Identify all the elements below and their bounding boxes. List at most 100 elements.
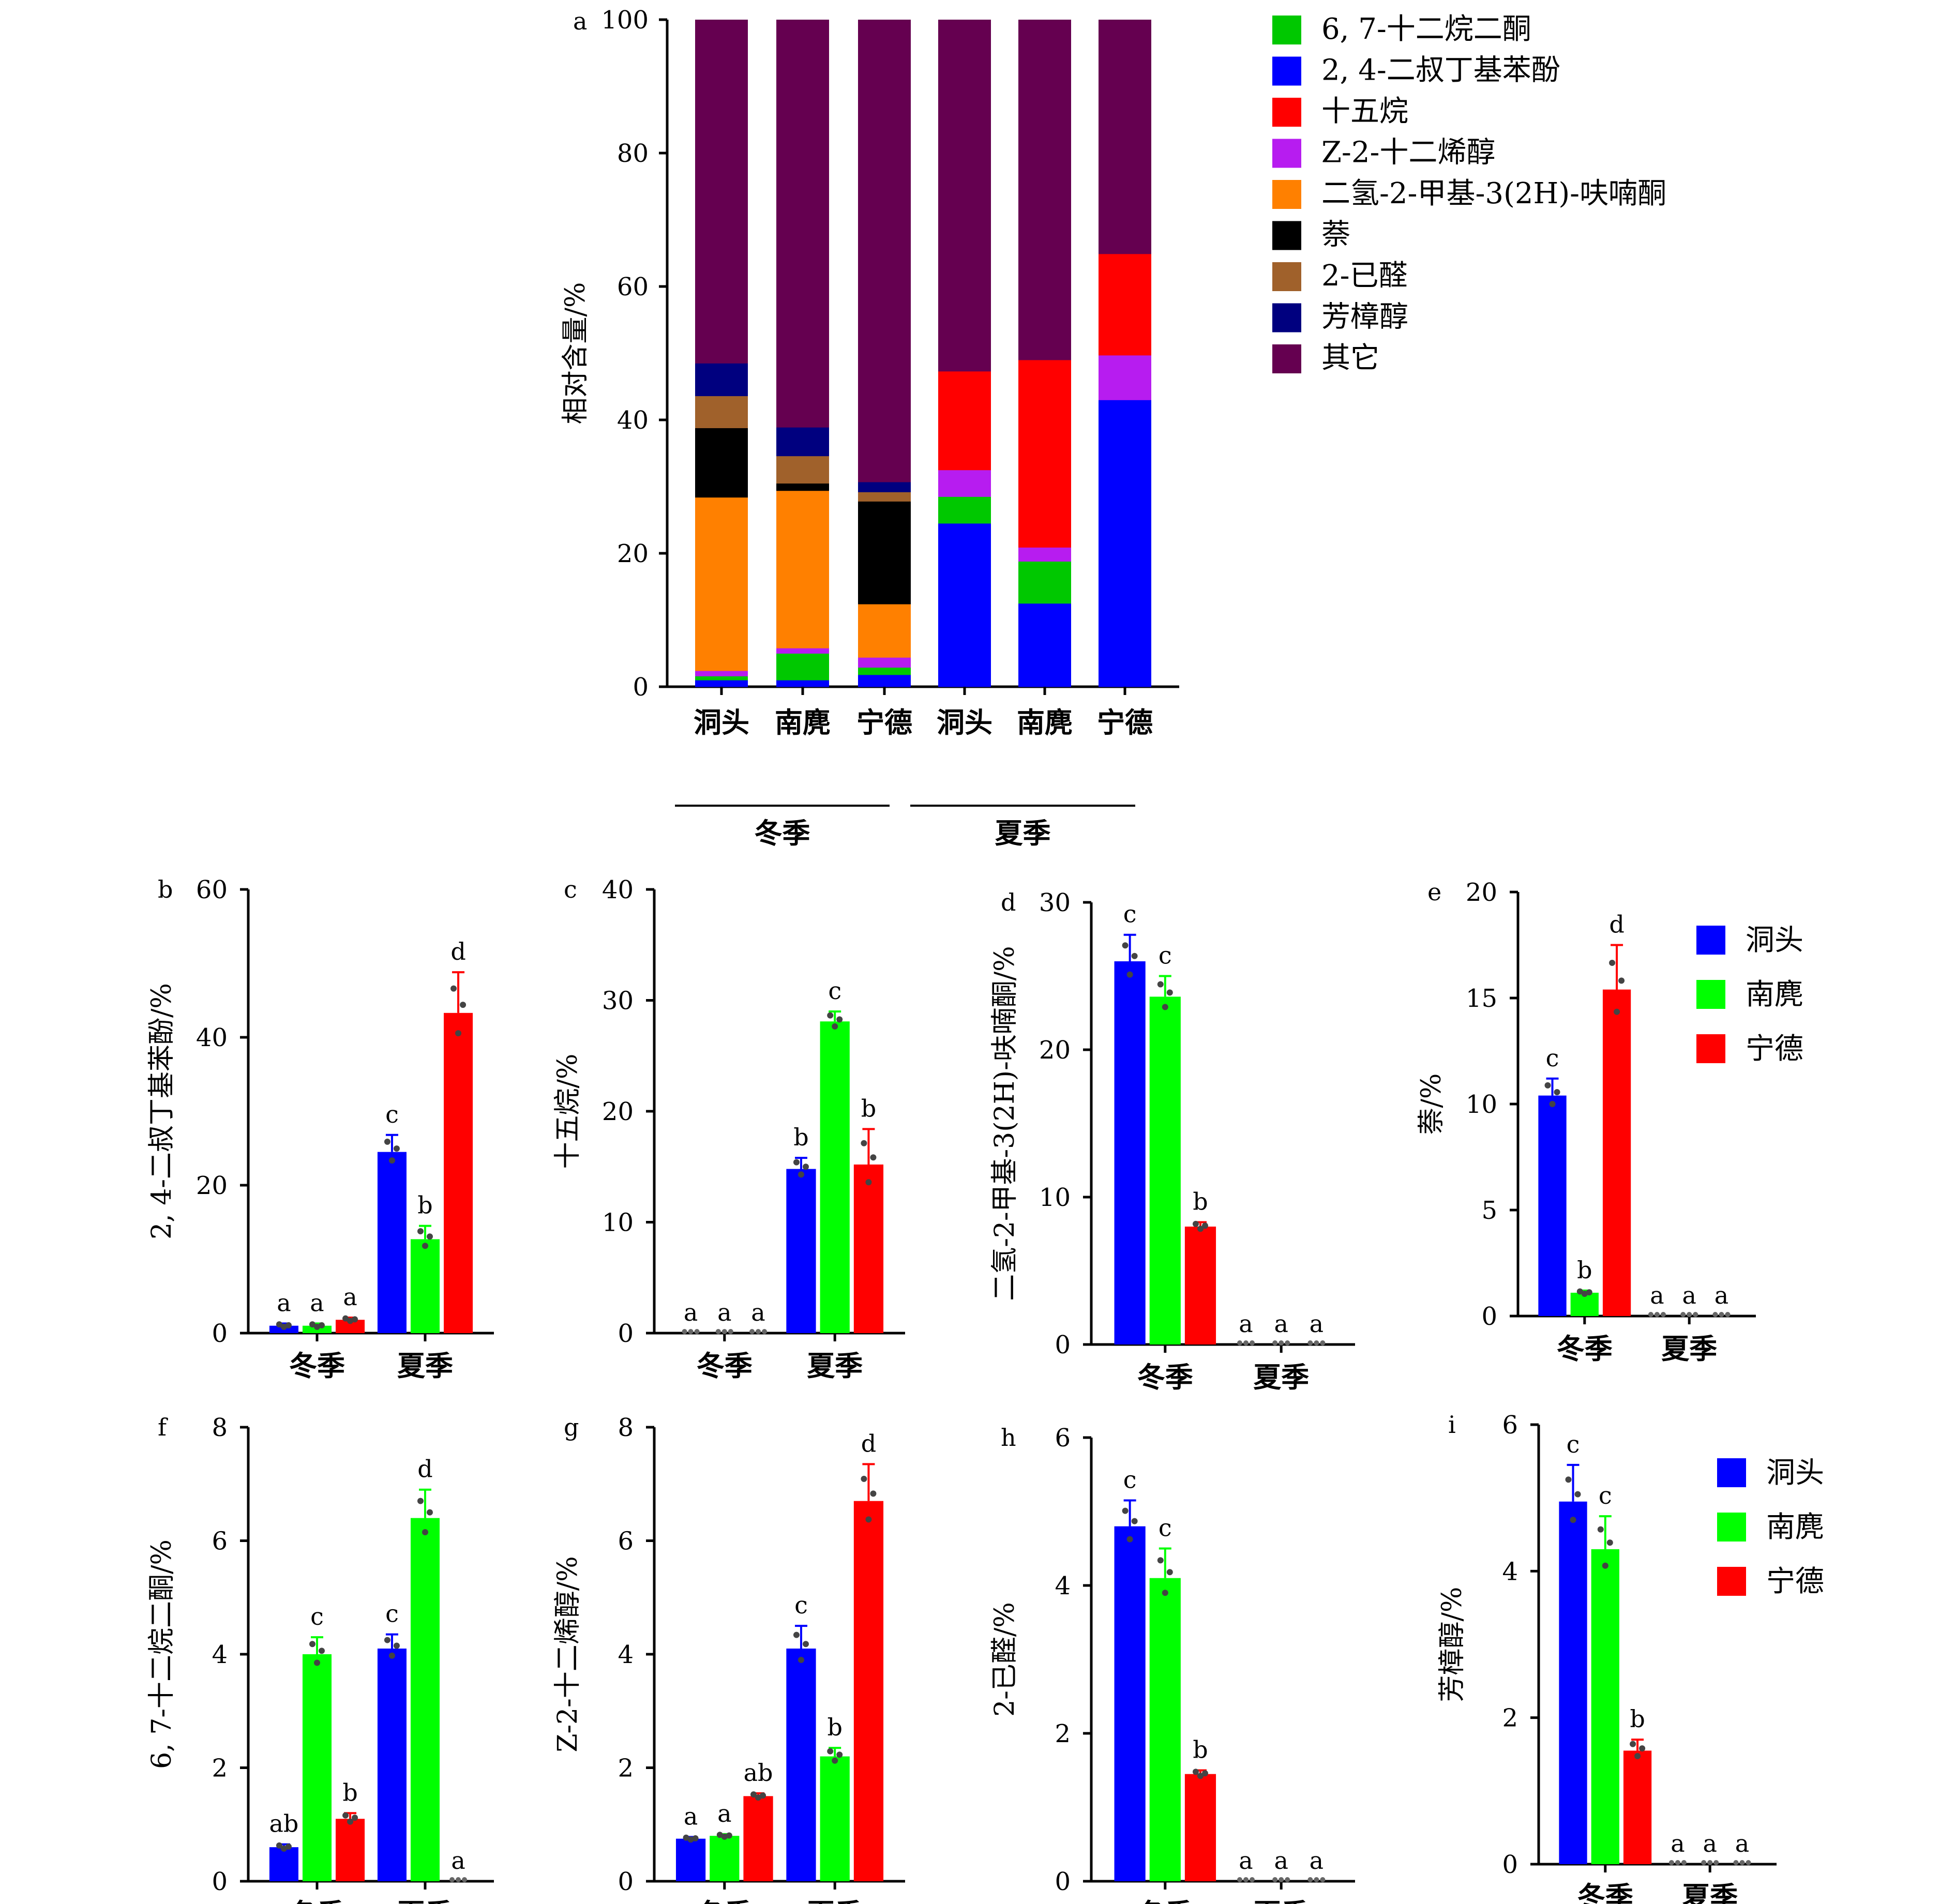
replicate-point [417,1228,424,1234]
significance-letter: a [1239,1310,1253,1338]
replicate-point [1574,1491,1581,1498]
y-axis-title: 2, 4-二叔丁基苯酚/% [146,983,177,1240]
panel-f: 0 2 4 6 8 f 6, 7-十二烷二酮/% 冬季 夏季 ab c c d b a [146,1413,494,1904]
stacked-bar-segment [776,490,829,648]
stacked-bar-segment [695,671,748,676]
legend-label: 洞头 [1746,924,1803,957]
replicate-point [1250,1340,1255,1346]
replicate-point [1654,1312,1660,1317]
replicate-point [1549,1101,1556,1107]
bar [743,1796,773,1881]
x-tick-label: 冬季 [289,1349,345,1382]
y-tick-label: 0 [618,1319,634,1348]
significance-letter: d [417,1455,432,1483]
y-axis-title: 二氢-2-甲基-3(2H)-呋喃酮/% [989,946,1020,1301]
replicate-point [285,1322,292,1328]
replicate-point [347,1818,354,1825]
panel-label: i [1448,1411,1456,1439]
replicate-point [715,1329,721,1334]
panel-label: f [158,1413,168,1441]
replicate-point [798,1171,804,1178]
bar [1602,989,1631,1316]
y-tick-label: 60 [196,875,228,904]
panel-h: 0 2 4 6 h 2-已醛/% 冬季 夏季 c a c a b a [989,1424,1355,1904]
replicate-point [1162,1590,1168,1596]
replicate-point [1122,942,1129,949]
replicate-point [1243,1877,1249,1882]
significance-letter: c [794,1591,808,1619]
legend-label: 十五烷 [1321,95,1408,128]
replicate-point [1285,1340,1290,1346]
significance-letter: a [1735,1830,1749,1857]
panel-label: g [564,1413,579,1441]
replicate-point [314,1659,320,1666]
y-tick-label: 40 [196,1023,228,1052]
x-tick-label: 南麂 [1017,706,1073,739]
replicate-point [1614,1008,1620,1015]
replicate-point [750,1791,757,1798]
replicate-point [861,1475,867,1482]
replicate-point [1162,1004,1168,1010]
stacked-bar-segment [695,676,748,681]
x-tick-label: 夏季 [1253,1361,1309,1394]
x-tick-label: 冬季 [697,1897,753,1904]
replicate-point [827,1748,834,1755]
significance-letter: c [1567,1430,1580,1458]
bar [377,1649,407,1881]
replicate-point [716,1832,723,1838]
stacked-bar-segment [1018,359,1071,548]
stacked-bar-segment [776,653,829,681]
y-axis-title: 2-已醛/% [989,1602,1020,1717]
replicate-point [1243,1340,1249,1346]
x-tick-label: 夏季 [397,1349,453,1382]
stacked-bar-segment [938,470,991,497]
replicate-point [455,1030,462,1037]
x-tick-label: 夏季 [807,1349,863,1382]
panel-label: e [1427,878,1441,906]
replicate-point [1713,1860,1719,1865]
bar [1149,1578,1181,1881]
x-tick-label: 洞头 [937,706,992,739]
replicate-point [1166,1569,1173,1576]
y-tick-label: 0 [633,673,649,702]
x-tick-label: 夏季 [1661,1332,1717,1365]
y-tick-label: 30 [1039,888,1071,917]
legend-swatch [1272,221,1301,250]
panel-label: a [573,7,587,35]
stacked-bar-segment [938,523,991,687]
x-tick-label: 冬季 [1577,1880,1633,1904]
y-axis-title: Z-2-十二烯醇/% [552,1556,583,1752]
replicate-point [456,1877,461,1882]
replicate-point [1554,1089,1560,1096]
legend-swatch [1717,1513,1746,1542]
replicate-point [1272,1877,1278,1882]
significance-letter: a [451,1847,465,1875]
replicate-point [687,1836,694,1843]
significance-letter: a [1715,1281,1728,1309]
replicate-point [1719,1312,1724,1317]
y-tick-label: 4 [618,1640,634,1669]
x-tick-label: 夏季 [1253,1897,1309,1904]
bar [820,1021,850,1333]
replicate-point [1602,1562,1608,1569]
bar [853,1164,884,1333]
replicate-point [422,1243,428,1249]
replicate-point [1237,1340,1243,1346]
replicate-point [836,1751,843,1758]
significance-letter: b [342,1778,357,1806]
x-tick-label: 冬季 [1137,1897,1193,1904]
replicate-point [1693,1312,1698,1317]
y-tick-label: 4 [1502,1557,1518,1586]
replicate-point [352,1316,358,1323]
replicate-point [1237,1877,1243,1882]
legend-label: 其它 [1321,341,1379,375]
replicate-point [827,1012,834,1019]
replicate-point [1279,1877,1284,1882]
replicate-point [1687,1312,1692,1317]
replicate-point [1565,1476,1572,1483]
replicate-point [1157,1557,1164,1564]
legend-label: Z-2-十二烯醇 [1321,136,1495,170]
replicate-point [1725,1312,1731,1317]
significance-letter: b [1630,1705,1645,1733]
